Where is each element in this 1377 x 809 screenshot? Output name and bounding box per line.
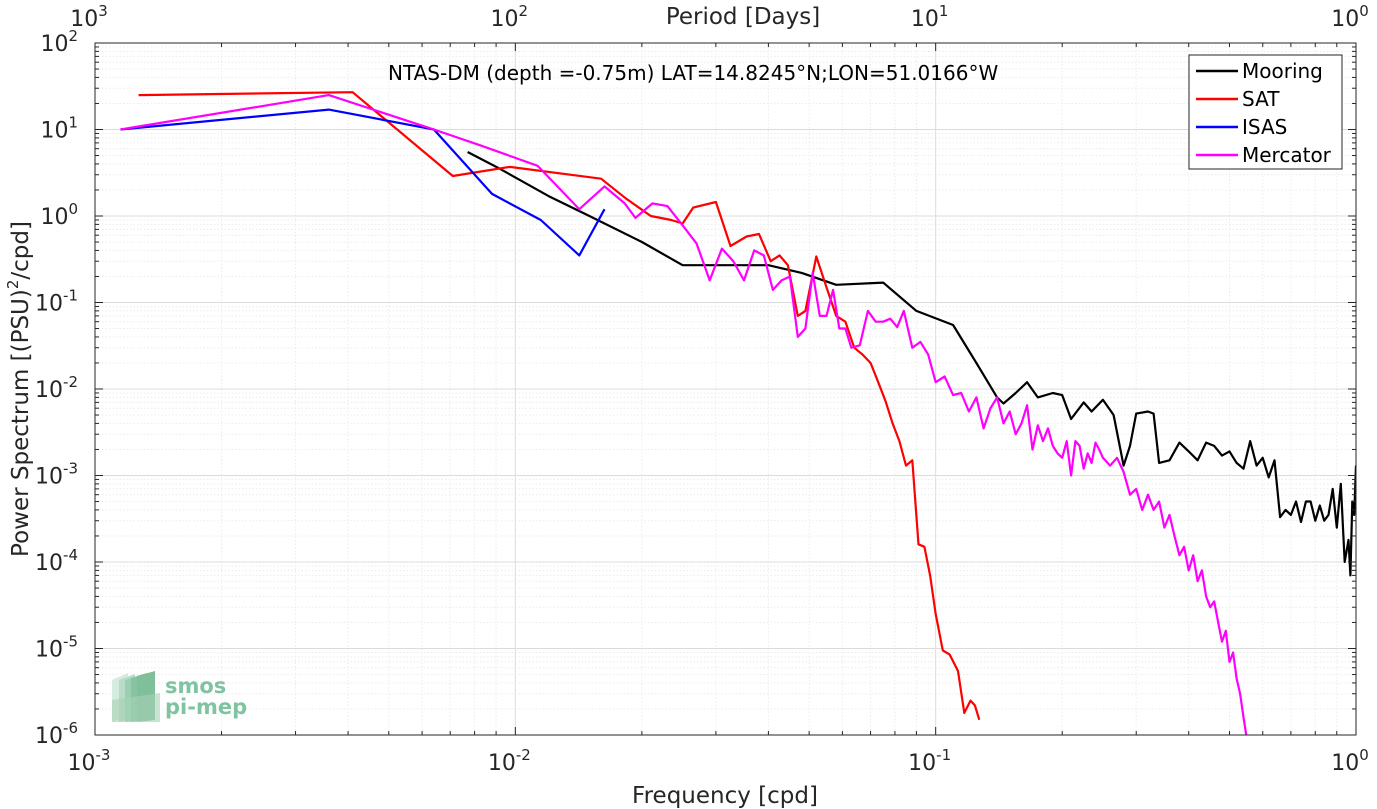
legend-box <box>1188 54 1343 170</box>
smos-pi-mep-logo: smos pi-mep <box>112 671 247 722</box>
y-tick-label: 10-3 <box>35 460 78 490</box>
x-tick-label-exponent: -1 <box>936 746 951 764</box>
y-axis-label-exponent: 2 <box>4 280 22 290</box>
x2-tick-label-base: 10 <box>70 7 98 32</box>
top-period-tick-labels: 103 102 101 100 <box>70 2 1369 32</box>
y-tick-label-exponent: 0 <box>68 200 78 218</box>
y-tick-label-base: 10 <box>35 724 63 749</box>
y-tick-label: 10-5 <box>35 633 78 663</box>
x-tick-label: 100 <box>1331 746 1369 776</box>
x2-tick-label-exponent: 1 <box>939 2 949 20</box>
x-tick-label-exponent: 0 <box>1359 746 1369 764</box>
y-tick-label: 10-1 <box>35 287 78 317</box>
y-tick-label-exponent: 2 <box>68 27 78 45</box>
series-line-sat <box>138 91 981 721</box>
y-tick-label: 10-6 <box>35 719 78 749</box>
y-tick-label-exponent: 1 <box>68 114 78 132</box>
station-annotation: NTAS-DM (depth =-0.75m) LAT=14.8245°N;LO… <box>388 61 998 85</box>
series-line-mooring <box>467 151 1356 577</box>
x2-tick-label-base: 10 <box>911 7 939 32</box>
top-axis-label: Period [Days] <box>666 4 820 30</box>
y-tick-label: 102 <box>40 27 78 57</box>
x2-tick-label-base: 10 <box>1331 7 1359 32</box>
y-tick-label-exponent: -2 <box>63 373 78 391</box>
y-tick-label-exponent: -1 <box>63 287 78 305</box>
legend-label-mooring: Mooring <box>1242 59 1323 83</box>
y-tick-label: 100 <box>40 200 78 230</box>
logo-text-line1: smos <box>165 674 226 698</box>
y-tick-label-base: 10 <box>40 205 68 230</box>
y-tick-label-exponent: -6 <box>63 719 78 737</box>
y-tick-label: 101 <box>40 114 78 144</box>
x-tick-label-base: 10 <box>908 751 936 776</box>
y-tick-label-base: 10 <box>40 119 68 144</box>
series-line-isas <box>120 108 606 257</box>
y-tick-label-base: 10 <box>40 32 68 57</box>
legend-label-isas: ISAS <box>1242 115 1287 139</box>
y-tick-label-base: 10 <box>35 638 63 663</box>
x-tick-label-exponent: -2 <box>516 746 531 764</box>
x-axis-label: Frequency [cpd] <box>632 783 818 809</box>
series-line-mercator <box>120 94 1248 735</box>
x2-tick-label-base: 10 <box>491 7 519 32</box>
x-tick-label-exponent: -3 <box>96 746 111 764</box>
x2-tick-label-exponent: 2 <box>519 2 529 20</box>
logo-text-line2: pi-mep <box>165 695 247 719</box>
y-axis-label-unit: /cpd] <box>8 221 34 280</box>
y-tick-label-exponent: -3 <box>63 460 78 478</box>
x-tick-label-base: 10 <box>488 751 516 776</box>
legend-label-sat: SAT <box>1242 87 1280 111</box>
y-tick-label-exponent: -4 <box>63 546 78 564</box>
x-tick-label: 10-3 <box>68 746 111 776</box>
series-layer <box>120 91 1356 735</box>
y-tick-label-exponent: -5 <box>63 633 78 651</box>
x2-tick-label: 101 <box>911 2 949 32</box>
y-tick-label-base: 10 <box>35 378 63 403</box>
x2-tick-label: 100 <box>1331 2 1369 32</box>
x2-tick-label: 103 <box>70 2 108 32</box>
y-tick-label: 10-2 <box>35 373 78 403</box>
tick-marks <box>94 42 1357 736</box>
y-tick-label-base: 10 <box>35 292 63 317</box>
legend: Mooring SAT ISAS Mercator <box>1188 54 1343 170</box>
y-tick-label: 10-4 <box>35 546 78 576</box>
y-axis-label: Power Spectrum [(PSU)2/cpd] <box>4 221 34 557</box>
x-tick-label-base: 10 <box>1331 751 1359 776</box>
x-tick-label-base: 10 <box>68 751 96 776</box>
y-tick-label-base: 10 <box>35 551 63 576</box>
x-tick-label: 10-2 <box>488 746 531 776</box>
y-tick-label-base: 10 <box>35 465 63 490</box>
x2-tick-label-exponent: 0 <box>1359 2 1369 20</box>
x2-tick-label-exponent: 3 <box>98 2 108 20</box>
x-tick-label: 10-1 <box>908 746 951 776</box>
logo-mark-icon <box>112 671 160 722</box>
x-tick-labels: 10-3 10-2 10-1 100 <box>68 746 1369 776</box>
y-axis-label-main: Power Spectrum [(PSU) <box>8 289 34 557</box>
legend-label-mercator: Mercator <box>1242 143 1332 167</box>
x2-tick-label: 102 <box>491 2 529 32</box>
